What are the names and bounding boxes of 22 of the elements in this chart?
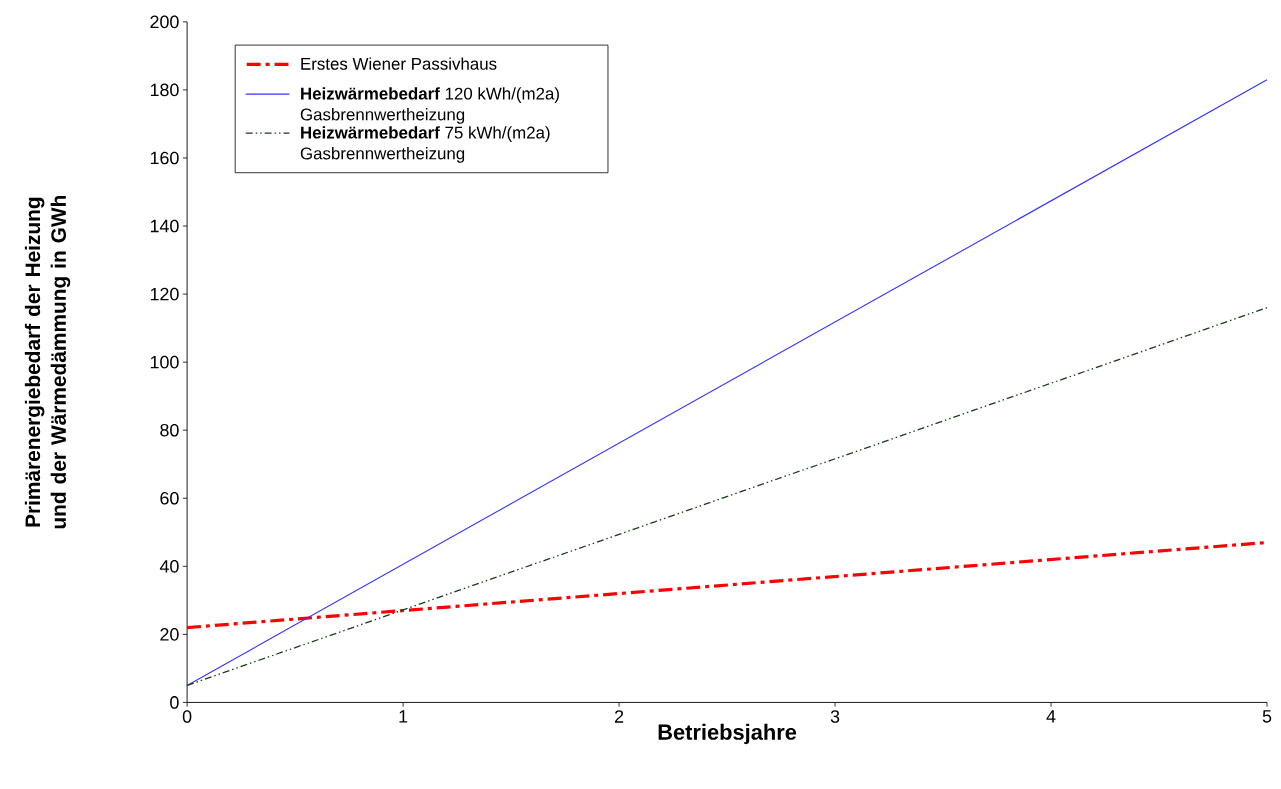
y-tick-label: 20	[160, 628, 179, 641]
y-tick-label: 160	[150, 151, 179, 165]
y-tick-label: 180	[150, 83, 179, 97]
y-tick-label: 0	[170, 696, 179, 709]
y-tick-label: 100	[150, 355, 179, 369]
x-tick-label: 1	[399, 710, 408, 723]
y-tick-label: 200	[150, 15, 179, 29]
y-axis-title: Primärenergiebedarf der Heizung und der Wärmedämmung in GWh	[24, 195, 71, 529]
y-tick-label: 120	[150, 287, 179, 301]
y-tick-label: 80	[160, 423, 179, 437]
x-axis-title: Betriebsjahre	[658, 723, 797, 745]
y-tick-label: 40	[159, 560, 179, 573]
x-tick-label: 5	[1262, 710, 1272, 723]
legend-label: Erstes Wiener Passivhaus	[301, 57, 497, 70]
y-tick-label: 140	[150, 219, 179, 233]
y-tick-label: 60	[160, 492, 179, 505]
x-tick-label: 3	[830, 710, 840, 723]
legend-label: Heizwärmebedarf 75 kWh/(m2a) Gasbrennwertheizung	[300, 126, 550, 163]
x-tick-label: 2	[615, 710, 624, 723]
x-tick-label: 0	[182, 710, 192, 723]
x-tick-label: 4	[1046, 710, 1056, 723]
legend-label: Heizwärmebedarf 120 kWh/(m2a) Gasbrennwertheizung	[300, 87, 559, 124]
